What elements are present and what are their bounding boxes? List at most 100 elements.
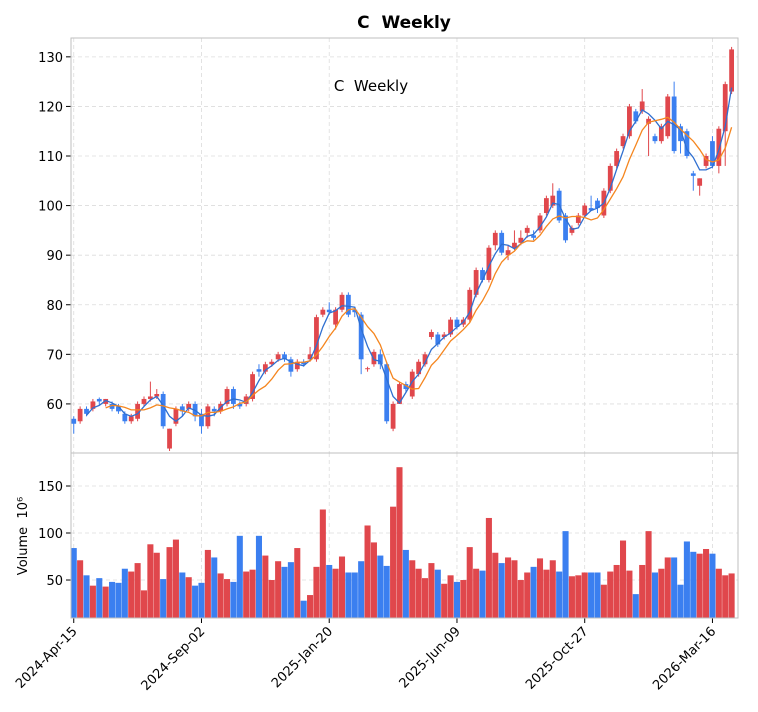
candle-body: [224, 389, 230, 404]
volume-bar: [588, 572, 595, 618]
candle-body: [269, 361, 275, 365]
candle-body: [231, 389, 236, 404]
candle-body: [639, 101, 645, 112]
volume-bar: [645, 531, 652, 618]
candle-body: [697, 178, 703, 186]
volume-bar: [613, 564, 620, 618]
y-tick-label: 70: [46, 348, 63, 363]
volume-bar: [89, 585, 96, 618]
volume-bar: [319, 509, 326, 618]
volume-bar: [409, 560, 416, 618]
volume-bar: [255, 535, 262, 618]
volume-bar: [402, 549, 409, 618]
x-tick-label: 2025-Jun-09: [397, 624, 464, 691]
volume-bar: [575, 575, 582, 618]
candle-body: [569, 227, 575, 233]
volume-bar: [115, 582, 122, 618]
volume-bar: [594, 572, 601, 618]
volume-bar: [390, 506, 397, 618]
volume-bar: [683, 541, 690, 618]
volume-bar: [332, 568, 339, 618]
candle-body: [288, 359, 294, 372]
volume-bar: [549, 560, 556, 618]
volume-bar: [109, 581, 116, 618]
candle-body: [531, 235, 537, 238]
volume-bar: [300, 600, 307, 618]
volume-bar: [172, 539, 179, 618]
x-tick-label: 2024-Apr-15: [13, 624, 80, 691]
candle-body: [116, 406, 121, 412]
volume-frame: [70, 452, 739, 619]
candle-body: [345, 294, 351, 315]
chart-title: C Weekly: [357, 13, 451, 33]
candle-body: [690, 173, 696, 176]
volume-bar: [326, 564, 333, 618]
candle-body: [275, 354, 281, 360]
volume-bar: [568, 576, 575, 618]
volume-bar: [524, 572, 531, 618]
volume-bar: [179, 572, 186, 618]
volume-bar: [153, 552, 160, 618]
volume-bar: [696, 553, 703, 618]
volume-bar: [351, 572, 358, 618]
volume-bar: [415, 568, 422, 618]
volume-bar: [364, 525, 371, 618]
candle-body: [582, 205, 588, 216]
volume-bar: [536, 558, 544, 618]
candle-body: [429, 332, 434, 337]
volume-bar: [434, 569, 441, 618]
candle-body: [160, 393, 166, 427]
candle-body: [199, 413, 204, 427]
volume-bar: [530, 566, 537, 618]
volume-bar: [671, 557, 678, 618]
volume-bar: [479, 570, 486, 618]
volume-bar: [460, 580, 467, 618]
candle-body: [403, 384, 409, 390]
volume-bar: [600, 584, 607, 618]
candle-body: [301, 361, 307, 365]
candle-body: [358, 314, 364, 360]
candle-body: [96, 398, 102, 402]
candle-body: [543, 198, 549, 214]
candle-body: [633, 111, 639, 122]
volume-bar: [358, 561, 365, 618]
volume-bar: [262, 555, 269, 618]
y-tick-label: 110: [38, 150, 63, 165]
volume-bar: [619, 540, 627, 618]
volume-bar: [223, 579, 231, 618]
volume-bar: [70, 548, 77, 618]
candle-body: [371, 351, 377, 365]
volume-bar: [377, 555, 384, 618]
volume-bar: [275, 561, 282, 618]
candle-body: [262, 364, 268, 372]
volume-bar: [287, 562, 294, 618]
volume-bar: [651, 572, 659, 618]
candle-body: [147, 396, 153, 399]
volume-bar: [485, 517, 492, 618]
volume-bar: [243, 571, 250, 618]
volume-bar: [185, 577, 192, 618]
volume-bar: [664, 557, 671, 618]
candle-body: [250, 374, 255, 399]
volume-bar: [396, 467, 403, 618]
candle-body: [141, 398, 147, 404]
candle-body: [627, 106, 632, 137]
candle-body: [256, 369, 262, 372]
volume-bar: [517, 580, 524, 618]
candle-body: [492, 232, 498, 246]
candle-body: [652, 136, 658, 142]
candle-body: [480, 270, 485, 280]
volume-bar: [192, 585, 199, 618]
y-tick-label: 90: [46, 249, 63, 264]
volume-bar: [728, 573, 735, 618]
candle-body: [671, 96, 677, 152]
candle-body: [84, 408, 89, 414]
candle-body: [179, 406, 185, 412]
candle-body: [595, 200, 600, 209]
candle-body: [211, 408, 217, 412]
candle-body: [607, 165, 613, 191]
volume-bar: [607, 571, 614, 618]
volume-bar: [166, 547, 173, 618]
volume-tick-label: 100: [38, 527, 63, 542]
candle-body: [352, 309, 358, 313]
